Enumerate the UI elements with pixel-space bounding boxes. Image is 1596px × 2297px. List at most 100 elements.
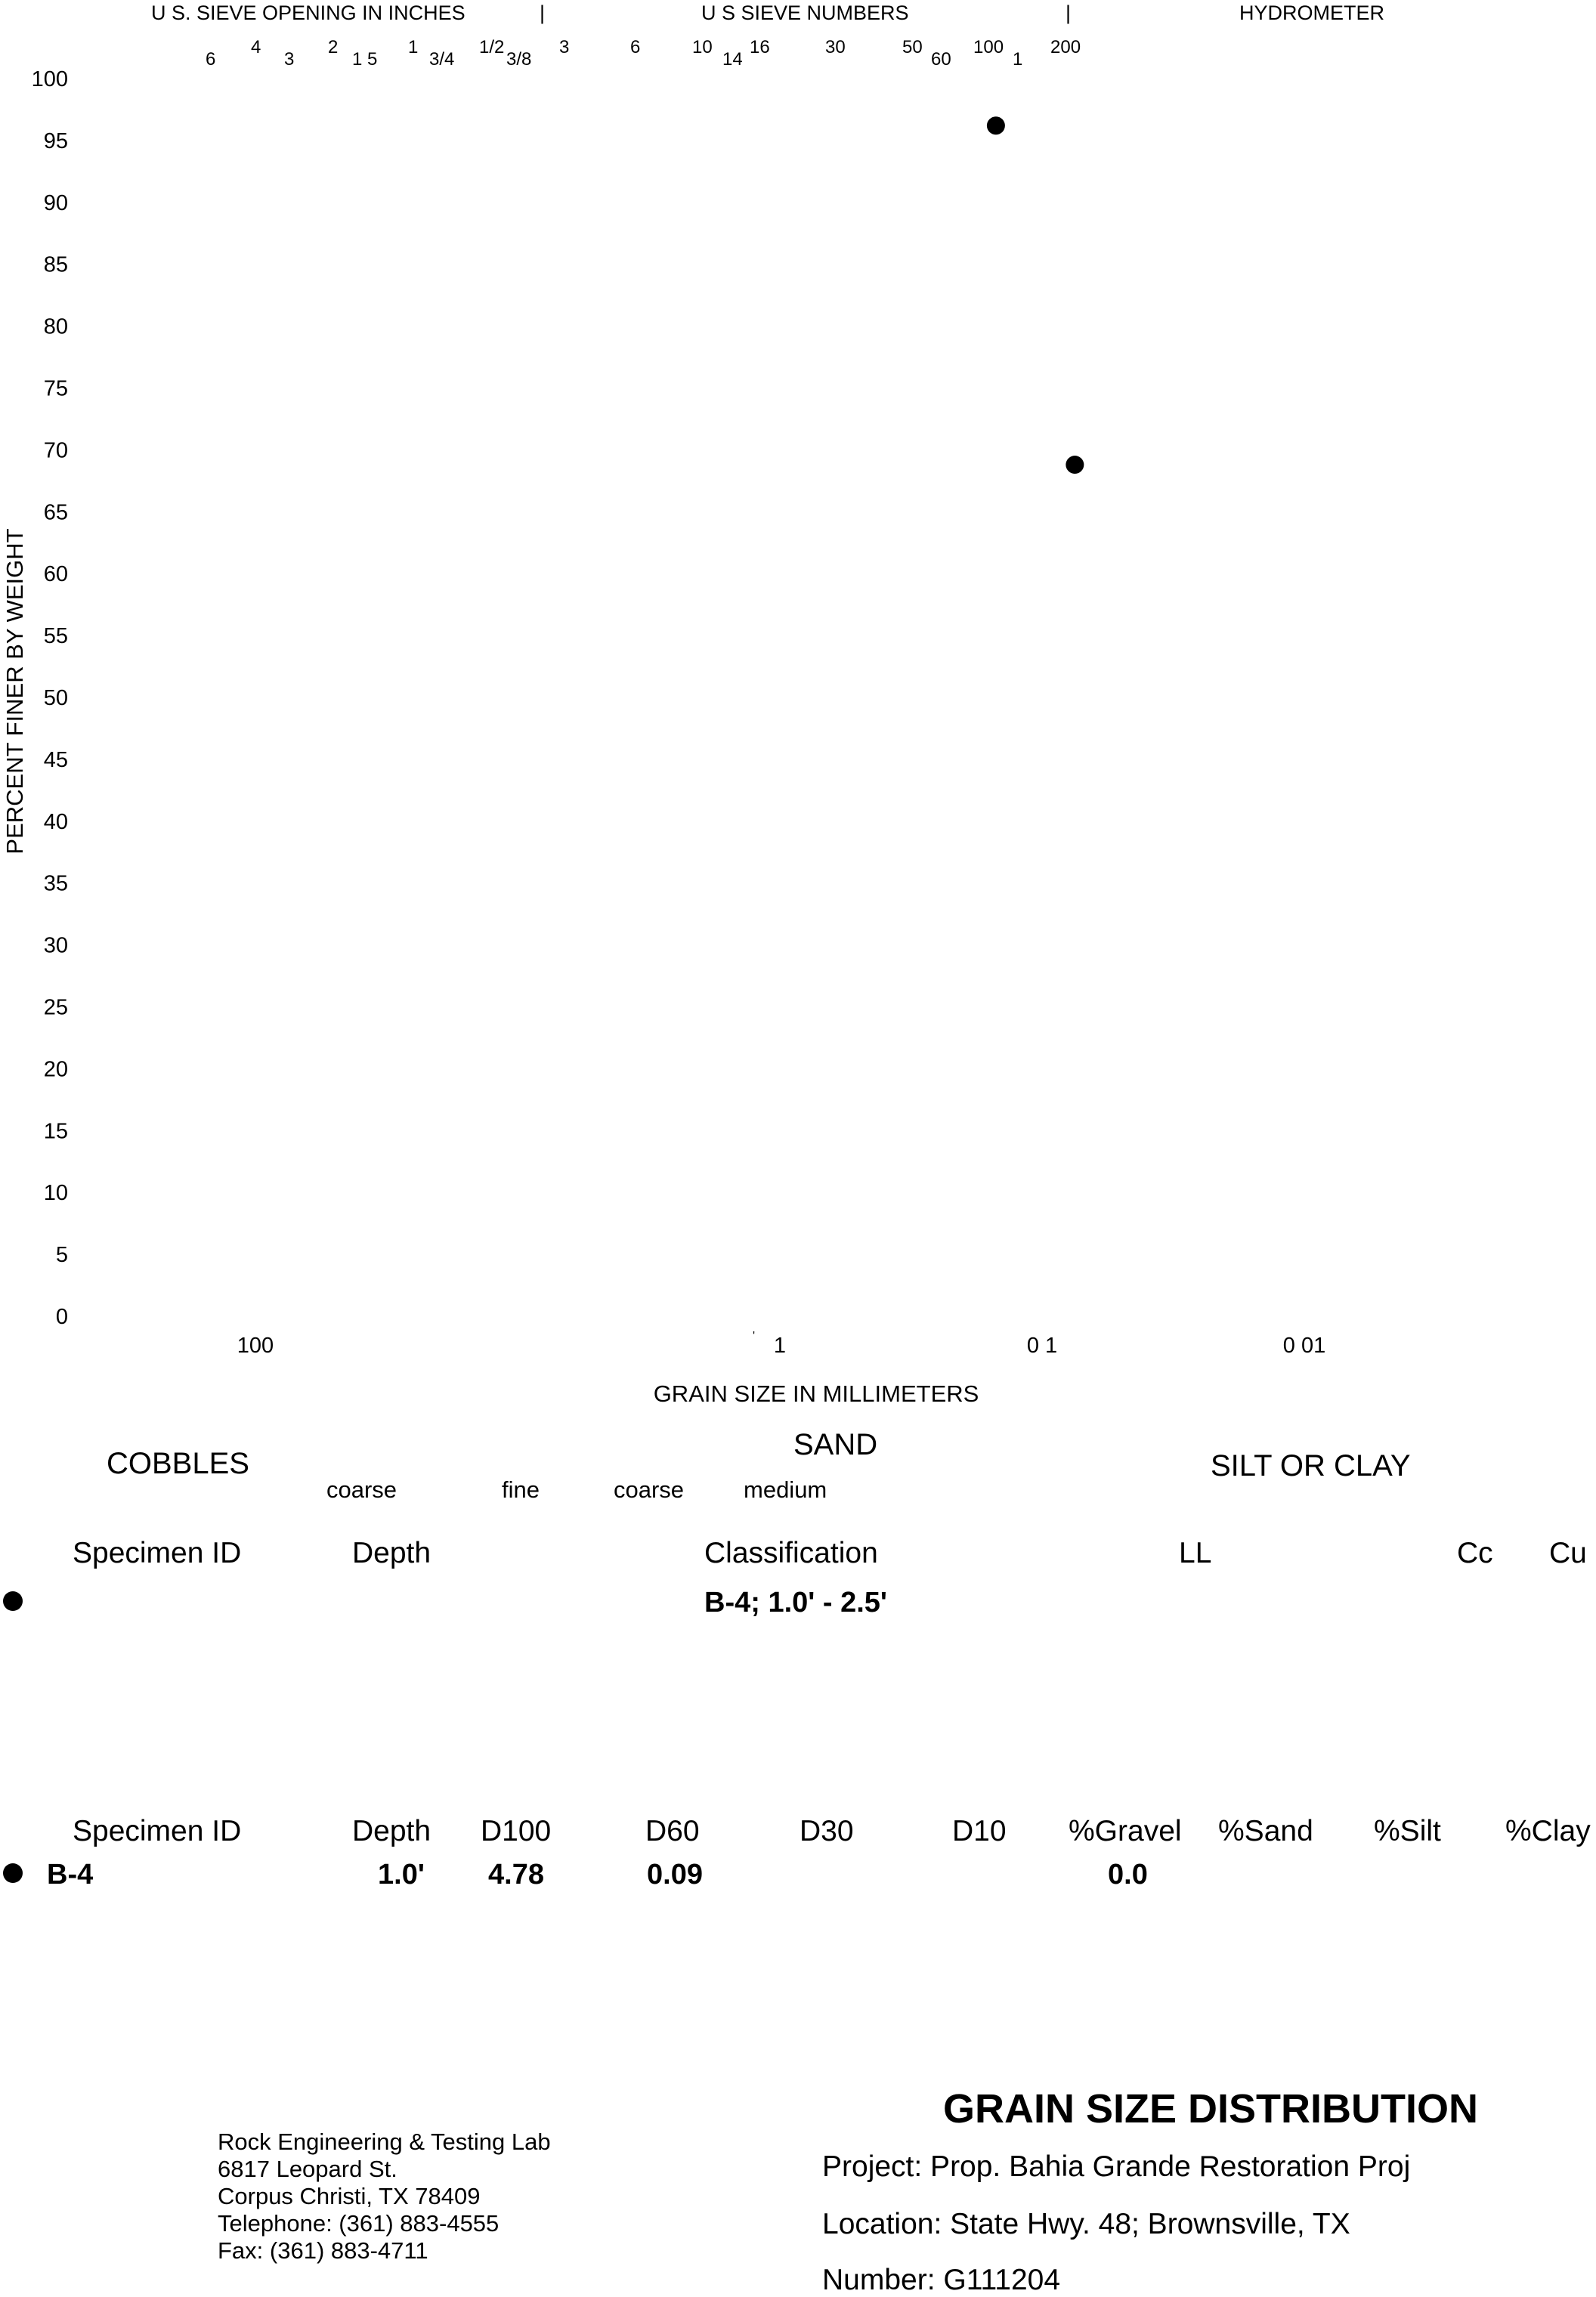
x-tick-label: 100 xyxy=(237,1334,274,1358)
classification-value: B-4; 1.0' - 2.5' xyxy=(704,1587,887,1618)
y-tick-label: 95 xyxy=(44,129,68,153)
project-line: Project: Prop. Bahia Grande Restoration … xyxy=(822,2150,1411,2183)
sieve-label: 6 xyxy=(630,37,640,57)
sieve-label: 1 xyxy=(408,37,418,57)
data-point xyxy=(986,116,1005,135)
sieve-label: 10 xyxy=(692,37,713,57)
y-tick-label: 30 xyxy=(44,934,68,958)
y-axis-label: PERCENT FINER BY WEIGHT xyxy=(2,528,28,854)
grain-size-chart: U S. SIEVE OPENING IN INCHES | U S SIEVE… xyxy=(2,2,1384,1407)
number-line: Number: G111204 xyxy=(822,2264,1061,2296)
header-gravel: %Gravel xyxy=(1069,1815,1182,1847)
sieve-label: 3 xyxy=(559,37,569,57)
zone-cobbles: COBBLES xyxy=(107,1447,249,1480)
sieve-labels: 6 4 3 2 1 5 1 3/4 1/2 3/8 3 6 10 14 16 3… xyxy=(206,37,1081,70)
sieve-label: 3/4 xyxy=(429,49,454,70)
sieve-label: 1/2 xyxy=(479,37,504,57)
sieve-label: 1 xyxy=(1013,49,1022,70)
lab-city: Corpus Christi, TX 78409 xyxy=(218,2183,481,2209)
location-line: Location: State Hwy. 48; Brownsville, TX xyxy=(822,2208,1350,2240)
y-tick-label: 50 xyxy=(44,686,68,710)
sieve-label: 30 xyxy=(825,37,846,57)
y-tick-label: 15 xyxy=(44,1119,68,1143)
sieve-label: 3 xyxy=(284,49,294,70)
sieve-label: 6 xyxy=(206,49,215,70)
sieve-label: 4 xyxy=(251,37,261,57)
header-separator-1: | xyxy=(540,2,545,24)
header-depth: Depth xyxy=(352,1815,431,1847)
y-tick-label: 75 xyxy=(44,377,68,401)
y-tick-label: 10 xyxy=(44,1181,68,1205)
sieve-label: 16 xyxy=(750,37,770,57)
lab-name: Rock Engineering & Testing Lab xyxy=(218,2129,551,2155)
header-d100: D100 xyxy=(481,1815,552,1847)
report-title: GRAIN SIZE DISTRIBUTION xyxy=(943,2086,1479,2132)
header-clay: %Clay xyxy=(1505,1815,1591,1847)
y-tick-label: 5 xyxy=(56,1243,68,1267)
zone-gravel-fine: fine xyxy=(502,1476,540,1503)
header-classification: Classification xyxy=(704,1537,878,1569)
header-cu: Cu xyxy=(1549,1537,1587,1569)
series-marker-icon xyxy=(3,1591,23,1611)
header-cc: Cc xyxy=(1457,1537,1493,1569)
hydrometer-header: HYDROMETER xyxy=(1239,2,1384,24)
y-tick-label: 55 xyxy=(44,624,68,648)
zone-sand: SAND xyxy=(793,1428,878,1461)
x-tick-label: 0 01 xyxy=(1283,1334,1325,1358)
y-tick-label: 45 xyxy=(44,748,68,772)
header-specimen-id: Specimen ID xyxy=(73,1537,242,1569)
lab-fax: Fax: (361) 883-4711 xyxy=(218,2237,428,2264)
header-d10: D10 xyxy=(952,1815,1007,1847)
header-sand: %Sand xyxy=(1218,1815,1313,1847)
x-axis-label: GRAIN SIZE IN MILLIMETERS xyxy=(654,1380,979,1407)
depth-value: 1.0' xyxy=(378,1859,425,1890)
lab-phone: Telephone: (361) 883-4555 xyxy=(218,2210,500,2237)
y-tick-label: 85 xyxy=(44,253,68,277)
header-depth: Depth xyxy=(352,1537,431,1569)
y-tick-label: 35 xyxy=(44,872,68,896)
lab-address-block: Rock Engineering & Testing Lab 6817 Leop… xyxy=(218,2129,551,2265)
y-tick-label: 70 xyxy=(44,438,68,462)
sieve-inches-header: U S. SIEVE OPENING IN INCHES xyxy=(151,2,466,24)
sieve-label: 2 xyxy=(328,37,338,57)
x-tick-label: 1 xyxy=(774,1334,786,1358)
y-tick-label: 40 xyxy=(44,810,68,834)
zone-gravel-coarse: coarse xyxy=(326,1476,397,1503)
y-tick-label: 60 xyxy=(44,562,68,586)
sieve-label: 100 xyxy=(973,37,1004,57)
y-tick-label: 65 xyxy=(44,500,68,524)
zone-silt-clay: SILT OR CLAY xyxy=(1211,1449,1411,1482)
sieve-label: 3/8 xyxy=(506,49,531,70)
y-tick-label: 100 xyxy=(32,67,68,91)
axis-tick-mark: ' xyxy=(753,1330,756,1343)
header-d30: D30 xyxy=(800,1815,854,1847)
sieve-numbers-header: U S SIEVE NUMBERS xyxy=(701,2,909,24)
header-silt: %Silt xyxy=(1374,1815,1441,1847)
lab-street: 6817 Leopard St. xyxy=(218,2156,397,2182)
sieve-label: 200 xyxy=(1050,37,1081,57)
header-ll: LL xyxy=(1179,1537,1212,1569)
series-marker-icon xyxy=(3,1863,23,1883)
y-tick-label: 25 xyxy=(44,996,68,1020)
data-points xyxy=(986,116,1084,475)
x-tick-labels: 100 1 0 1 0 01 xyxy=(237,1334,1325,1358)
data-point xyxy=(1066,456,1084,475)
zone-sand-coarse: coarse xyxy=(614,1476,685,1503)
sieve-label: 1 5 xyxy=(352,49,377,70)
d100-value: 4.78 xyxy=(488,1859,544,1890)
y-tick-labels: 1009590858075706560555045403530252015105… xyxy=(32,67,68,1329)
x-tick-label: 0 1 xyxy=(1027,1334,1057,1358)
y-tick-label: 20 xyxy=(44,1057,68,1081)
header-separator-2: | xyxy=(1066,2,1071,24)
d60-value: 0.09 xyxy=(647,1859,703,1890)
specimen-id-value: B-4 xyxy=(47,1859,94,1890)
gravel-value: 0.0 xyxy=(1108,1859,1148,1890)
zone-sand-medium: medium xyxy=(744,1476,827,1503)
y-tick-label: 90 xyxy=(44,191,68,215)
sieve-label: 60 xyxy=(931,49,951,70)
sieve-label: 50 xyxy=(902,37,923,57)
y-tick-label: 80 xyxy=(44,315,68,339)
header-d60: D60 xyxy=(645,1815,700,1847)
sieve-label: 14 xyxy=(722,49,743,70)
y-tick-label: 0 xyxy=(56,1305,68,1329)
